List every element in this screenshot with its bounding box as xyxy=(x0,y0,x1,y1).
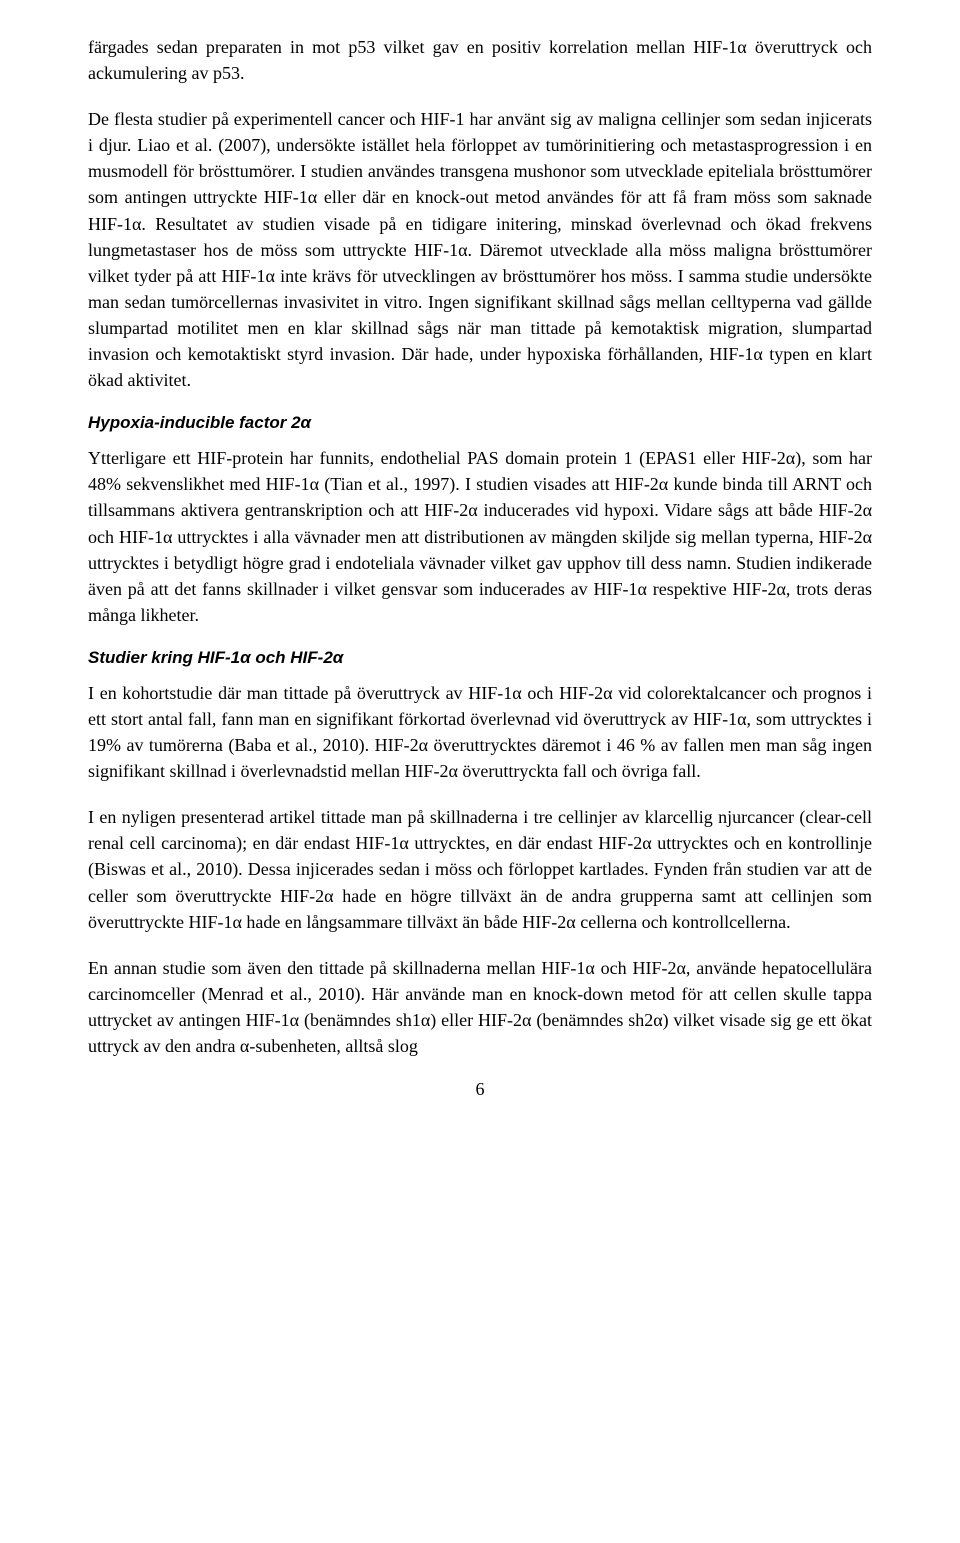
heading-hif2a: Hypoxia-inducible factor 2α xyxy=(88,413,872,433)
paragraph-1: färgades sedan preparaten in mot p53 vil… xyxy=(88,34,872,86)
page-number: 6 xyxy=(88,1079,872,1100)
paragraph-5: I en nyligen presenterad artikel tittade… xyxy=(88,804,872,934)
paragraph-3: Ytterligare ett HIF-protein har funnits,… xyxy=(88,445,872,628)
paragraph-4: I en kohortstudie där man tittade på öve… xyxy=(88,680,872,784)
page-container: färgades sedan preparaten in mot p53 vil… xyxy=(0,0,960,1140)
paragraph-2: De flesta studier på experimentell cance… xyxy=(88,106,872,393)
heading-studies: Studier kring HIF-1α och HIF-2α xyxy=(88,648,872,668)
paragraph-6: En annan studie som även den tittade på … xyxy=(88,955,872,1059)
